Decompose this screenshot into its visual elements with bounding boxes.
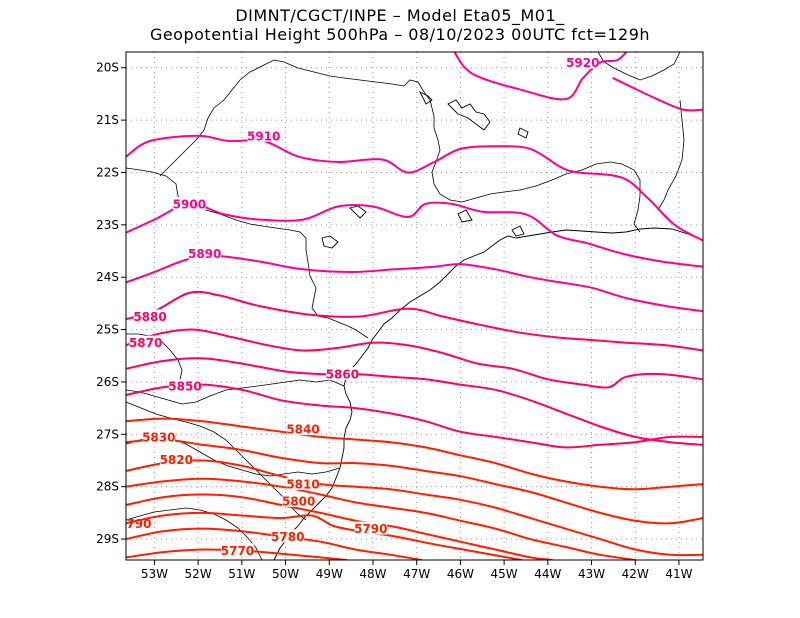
- lon-tick-label: 51W: [228, 567, 255, 581]
- contour-line-5920: [612, 77, 703, 112]
- contour-label: 5840: [286, 423, 319, 437]
- contour-labels: 5920 5910 5900 5890 5880 5870 5860 5850 5840 5830…: [118, 55, 599, 558]
- contour-line-5790: [126, 511, 523, 560]
- lon-tick-label: 52W: [185, 567, 212, 581]
- contour-label: 5900: [173, 197, 206, 211]
- contour-line-5910: [126, 134, 703, 242]
- map-title-line-1: DIMNT/CGCT/INPE – Model Eta05_M01_: [235, 6, 565, 25]
- contour-label-bg: [142, 429, 175, 443]
- contour-line-5800: [126, 493, 554, 560]
- contour-line-5880: [126, 290, 703, 352]
- contour-label-bg: [282, 493, 315, 507]
- map-frame: [125, 51, 704, 561]
- lon-tick-label: 53W: [141, 567, 168, 581]
- coastlines-and-borders: [126, 52, 703, 560]
- lon-tick-label: 47W: [403, 567, 430, 581]
- contour-label: 5830: [142, 430, 175, 444]
- axis-ticks: 53W 52W 51W 50W 49W 48W 47W 46W 45W 44W 43W 42W 41W 2…: [96, 61, 693, 581]
- lon-tick-label: 49W: [316, 567, 343, 581]
- map-title-line-2: Geopotential Height 500hPa – 08/10/2023 …: [149, 25, 651, 44]
- contour-label-bg: [168, 379, 202, 393]
- contour-label-bg: [129, 335, 162, 349]
- lat-tick-label: 26S: [96, 375, 119, 389]
- contour-label-bg: [286, 422, 320, 436]
- contour-label: 5860: [326, 368, 359, 382]
- contour-line-5860: [126, 357, 703, 446]
- contour-label-bg: [271, 529, 304, 543]
- contour-label: 5920: [566, 56, 599, 70]
- contour-line-5810: [126, 477, 637, 560]
- lat-tick-label: 21S: [96, 113, 119, 127]
- lon-tick-label: 46W: [447, 567, 474, 581]
- contour-label: 5800: [282, 494, 315, 508]
- contour-label-edge: 5790: [118, 517, 151, 531]
- contour-label: 5890: [188, 247, 221, 261]
- state-border-goias: [159, 117, 209, 177]
- graticule: [126, 52, 703, 560]
- contour-line-5870: [126, 328, 703, 389]
- contour-label: 5770: [221, 544, 254, 558]
- lat-tick-label: 25S: [96, 323, 119, 337]
- contour-label: 5790: [354, 522, 387, 536]
- contour-label-bg: [286, 477, 320, 491]
- contour-label: 5910: [247, 129, 280, 143]
- contour-line-5900: [126, 201, 703, 268]
- contour-label-bg: [133, 309, 167, 323]
- state-border-pr-sc: [126, 379, 345, 405]
- contour-label-bg: [354, 521, 387, 535]
- contour-line-5830: [126, 438, 703, 525]
- lat-tick-label: 24S: [96, 270, 119, 284]
- contour-label-bg: [326, 367, 359, 381]
- contour-line-5850: [126, 383, 703, 449]
- lon-tick-label: 41W: [665, 567, 692, 581]
- contour-label: 5870: [129, 336, 162, 350]
- lat-tick-label: 23S: [96, 218, 119, 232]
- lon-tick-label: 48W: [359, 567, 386, 581]
- contour-line-5920: [453, 52, 628, 101]
- contour-line-5820: [126, 459, 703, 557]
- contour-line-5840: [126, 417, 703, 491]
- lon-tick-label: 43W: [578, 567, 605, 581]
- coast-islands: [457, 209, 525, 237]
- contour-label-bg: [247, 128, 280, 142]
- lat-tick-label: 28S: [96, 480, 119, 494]
- contour-label: 5880: [133, 310, 166, 324]
- lon-tick-label: 45W: [491, 567, 518, 581]
- contour-label-bg: [188, 246, 221, 260]
- lat-tick-label: 20S: [96, 61, 119, 75]
- contour-label-bg: [173, 196, 206, 210]
- lat-tick-label: 29S: [96, 532, 119, 546]
- lat-tick-label: 27S: [96, 427, 119, 441]
- contour-label: 5850: [168, 380, 201, 394]
- contour-label-bg: [160, 452, 193, 466]
- contour-label-bg: [221, 543, 254, 557]
- contour-label: 5820: [160, 453, 193, 467]
- coastline: [273, 227, 703, 560]
- lon-tick-label: 44W: [534, 567, 561, 581]
- contour-label: 5810: [286, 478, 319, 492]
- contour-line-5890: [126, 255, 703, 313]
- state-border-north: [207, 59, 641, 233]
- contour-label: 5780: [271, 530, 304, 544]
- contour-layer: [126, 52, 703, 560]
- reservoirs: [321, 90, 529, 249]
- lon-tick-label: 50W: [272, 567, 299, 581]
- lon-tick-label: 42W: [622, 567, 649, 581]
- lat-tick-label: 22S: [96, 165, 119, 179]
- state-border-east: [597, 52, 685, 211]
- contour-label-bg: [566, 55, 599, 69]
- border-paraguay: [126, 333, 183, 391]
